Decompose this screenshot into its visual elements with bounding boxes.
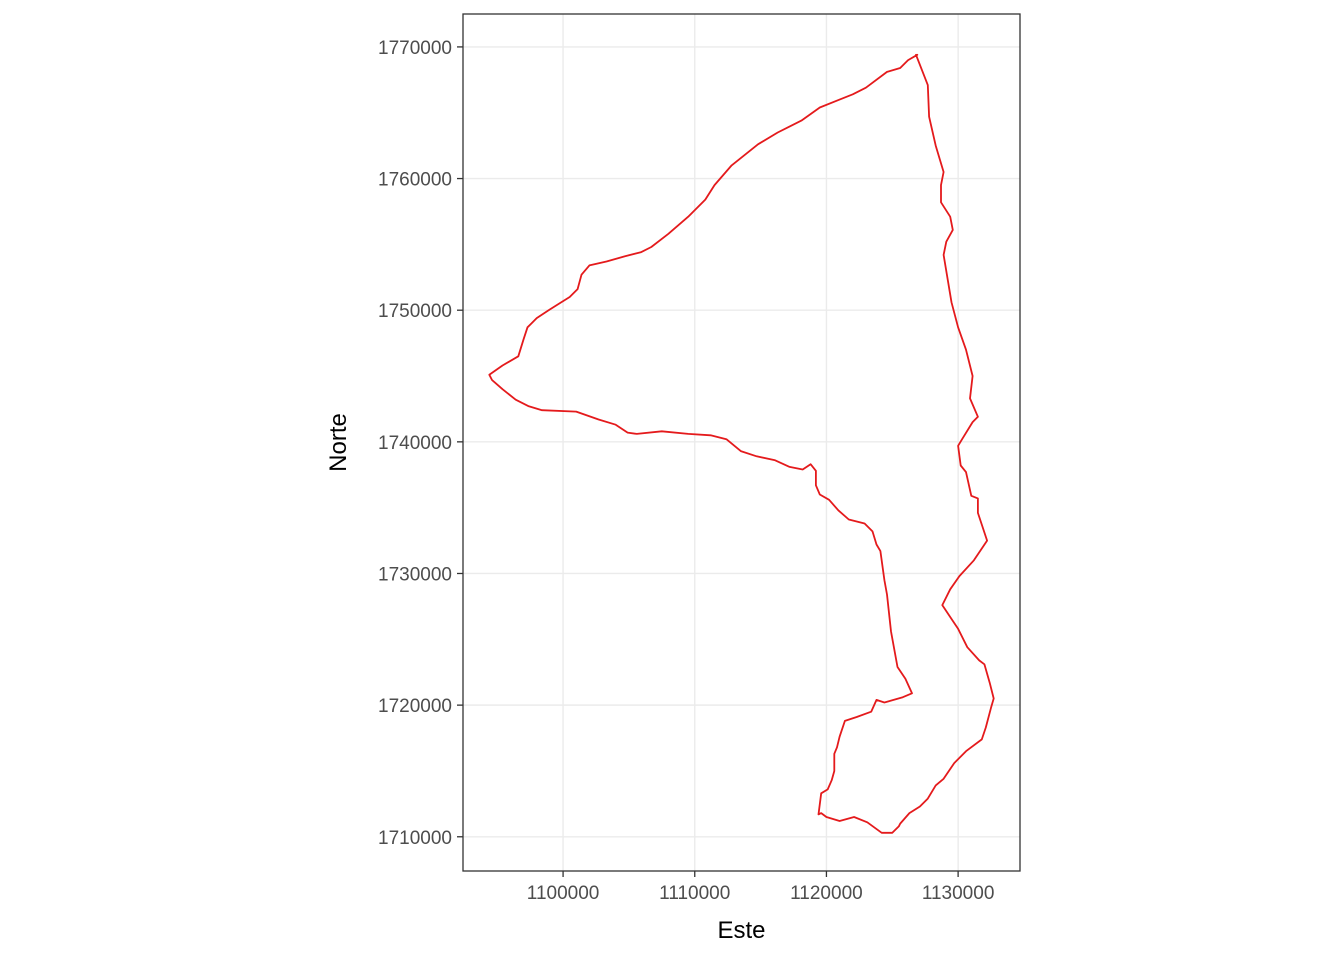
x-tick-label: 1110000: [659, 883, 730, 904]
y-tick-label: 1740000: [378, 433, 452, 454]
y-axis-title: Norte: [325, 413, 352, 472]
x-tick-label: 1100000: [527, 883, 600, 904]
x-tick-label: 1120000: [790, 883, 863, 904]
y-tick-label: 1760000: [378, 170, 452, 191]
x-tick-label: 1130000: [922, 883, 995, 904]
panel-border: [462, 13, 1021, 872]
x-axis-title: Este: [717, 917, 765, 944]
grid: [463, 14, 1020, 871]
data-layer: [488, 53, 995, 834]
boundary-line: [488, 53, 995, 834]
y-tick-label: 1710000: [378, 828, 452, 849]
y-tick-label: 1770000: [378, 38, 452, 59]
ticks: 1100000 1110000 1120000 1130000 1710000 17200…: [378, 38, 994, 904]
y-tick-label: 1720000: [378, 696, 452, 717]
y-tick-label: 1730000: [378, 564, 452, 585]
y-tick-label: 1750000: [378, 301, 452, 322]
